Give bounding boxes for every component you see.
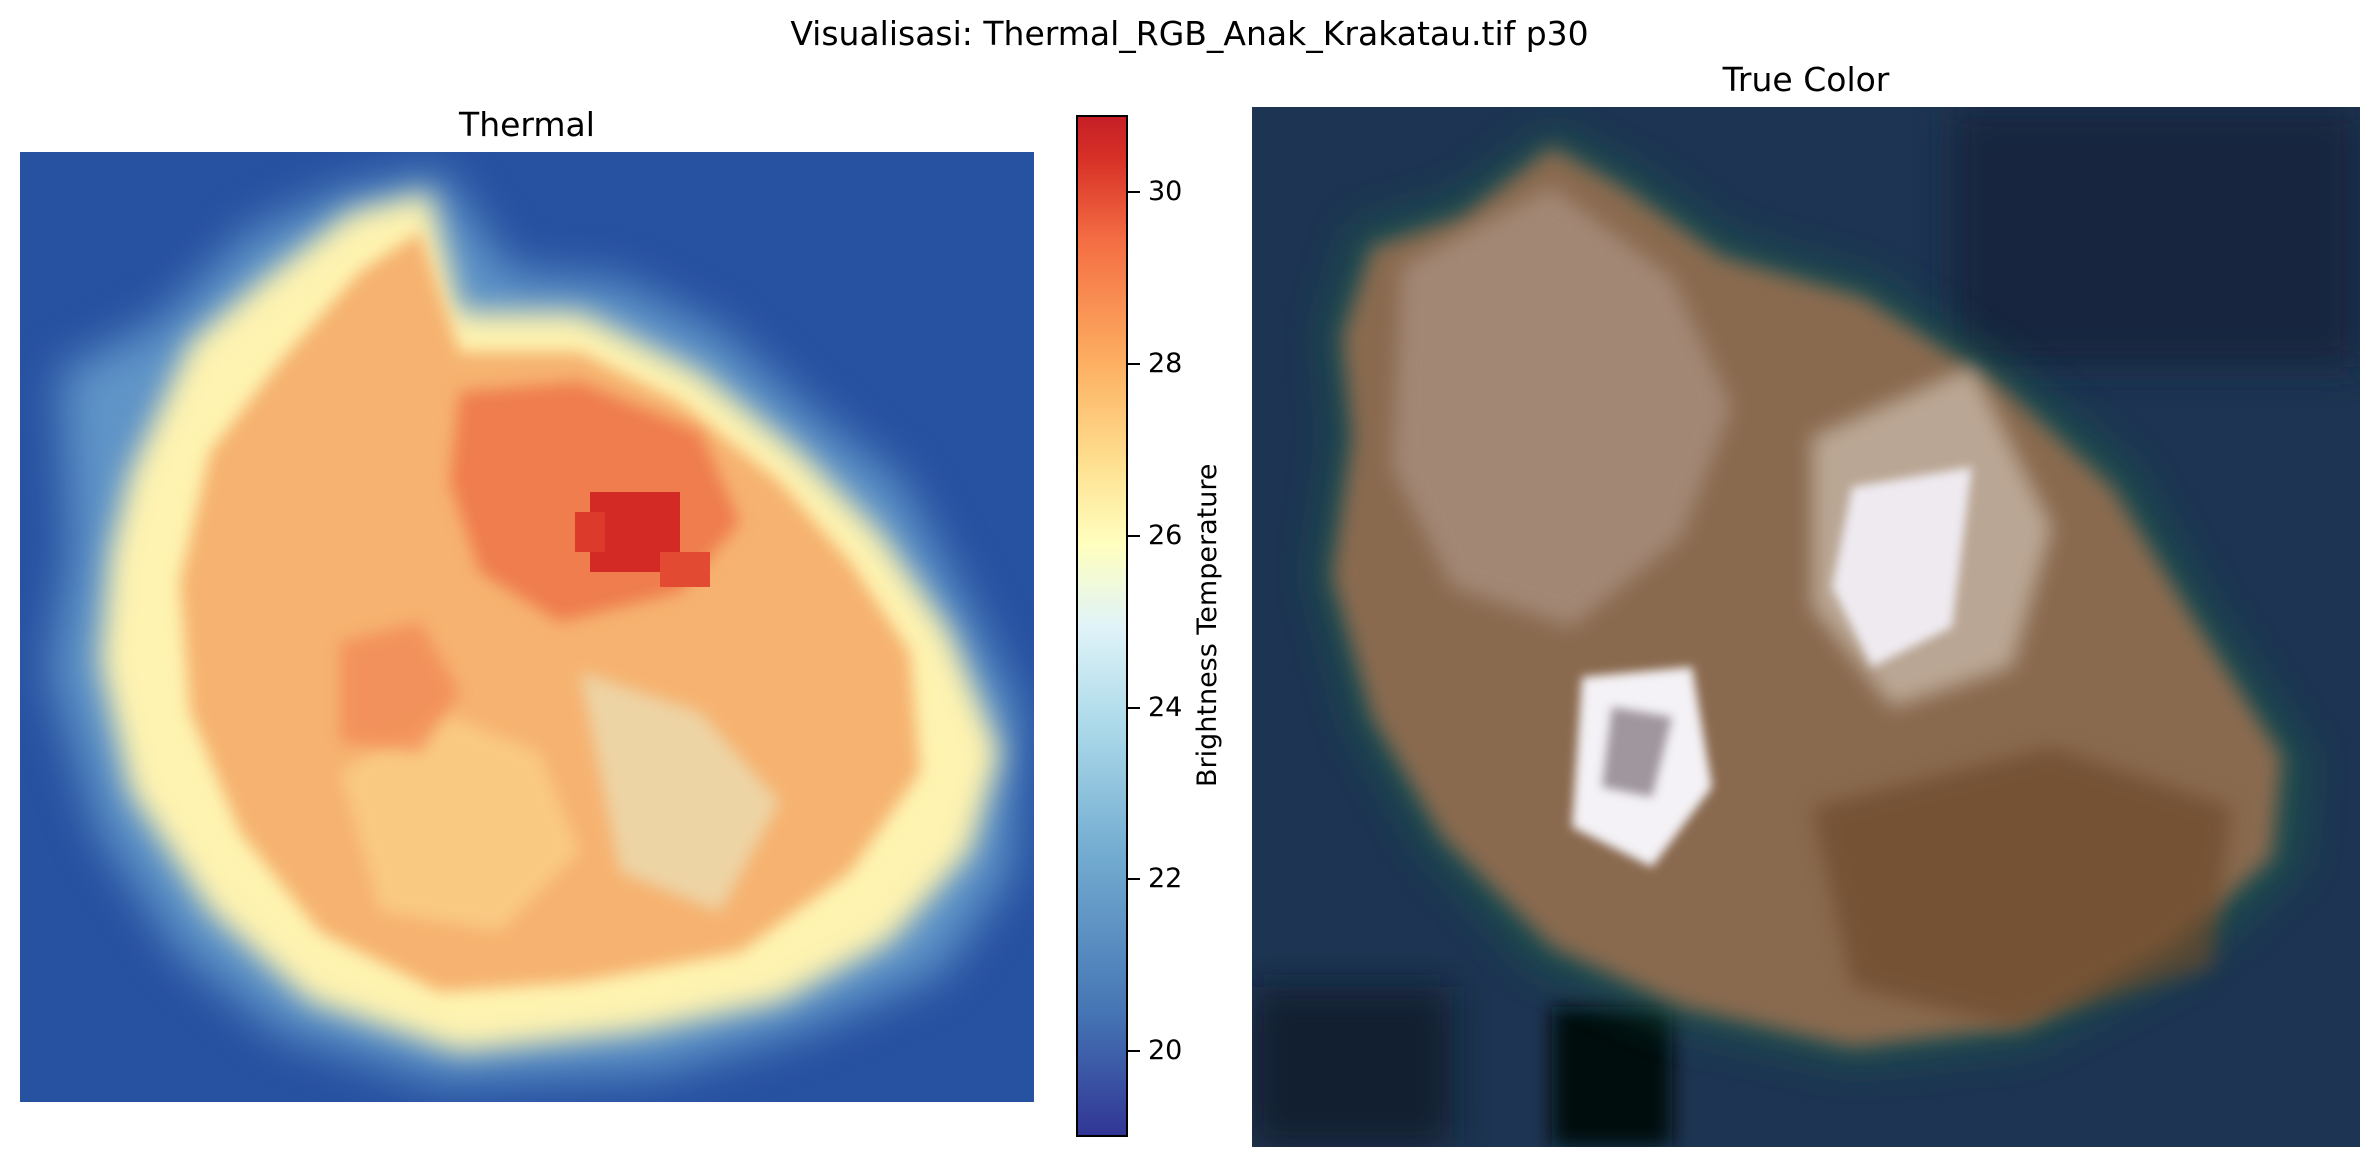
- truecolor-shadow: [1552, 1007, 1672, 1147]
- colorbar-tick-label: 26: [1148, 519, 1183, 551]
- colorbar-tick-mark: [1128, 191, 1140, 194]
- colorbar-tick-mark: [1128, 878, 1140, 881]
- colorbar-tick-mark: [1128, 706, 1140, 709]
- thermal-svg: [20, 152, 1034, 1102]
- truecolor-image: [1252, 107, 2360, 1147]
- colorbar-tick-mark: [1128, 534, 1140, 537]
- figure-title: Visualisasi: Thermal_RGB_Anak_Krakatau.t…: [790, 14, 1589, 53]
- thermal-heatmap: [20, 152, 1034, 1102]
- colorbar-tick-label: 28: [1148, 348, 1183, 380]
- colorbar-tick-mark: [1128, 363, 1140, 366]
- colorbar-label: Brightness Temperature: [1192, 463, 1223, 787]
- colorbar: [1076, 115, 1128, 1137]
- thermal-title: Thermal: [459, 105, 595, 144]
- truecolor-bright-patch-upper: [1832, 467, 1972, 667]
- colorbar-tick-label: 20: [1148, 1035, 1183, 1067]
- truecolor-title: True Color: [1722, 60, 1890, 99]
- colorbar-tick-label: 22: [1148, 863, 1183, 895]
- colorbar-tick-mark: [1128, 1050, 1140, 1053]
- colorbar-tick-label: 24: [1148, 691, 1183, 723]
- colorbar-tick-label: 30: [1148, 176, 1183, 208]
- truecolor-svg: [1252, 107, 2360, 1147]
